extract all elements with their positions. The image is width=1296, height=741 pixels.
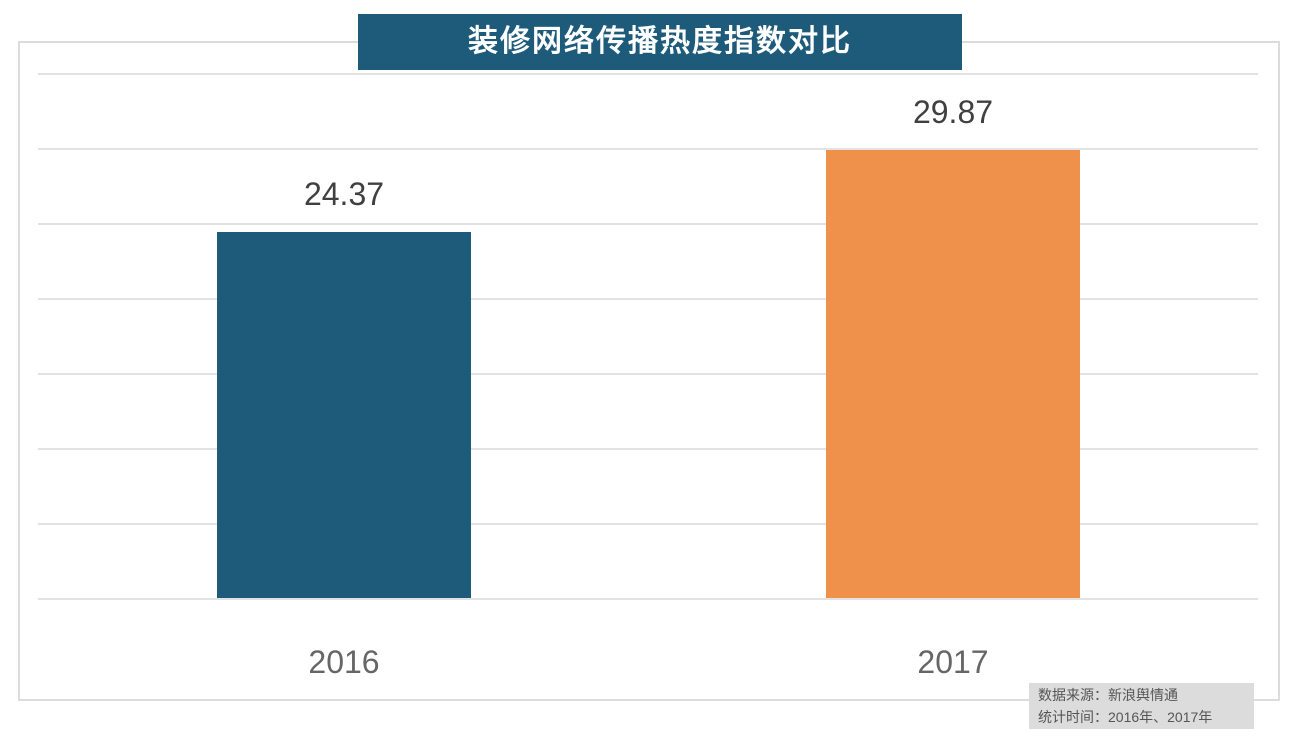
- gridline: [38, 298, 1258, 300]
- x-axis-label-2016: 2016: [308, 644, 380, 680]
- bar-2017: [826, 150, 1080, 598]
- bar-2016: [217, 232, 471, 598]
- gridline: [38, 73, 1258, 75]
- x-axis-label-2017: 2017: [917, 644, 989, 680]
- gridline: [38, 448, 1258, 450]
- gridline: [38, 148, 1258, 150]
- source-line-datasource: 数据来源：新浪舆情通: [1038, 687, 1178, 703]
- gridline: [38, 523, 1258, 525]
- value-label-2017: 29.87: [912, 94, 994, 130]
- chart-title: 装修网络传播热度指数对比: [358, 14, 962, 70]
- gridline: [38, 373, 1258, 375]
- source-box: 数据来源：新浪舆情通 统计时间：2016年、2017年: [1029, 683, 1254, 729]
- source-line-period: 统计时间：2016年、2017年: [1038, 709, 1213, 725]
- plot-frame: [18, 41, 1280, 701]
- gridline: [38, 223, 1258, 225]
- value-label-2016: 24.37: [303, 176, 385, 212]
- gridline: [38, 598, 1258, 600]
